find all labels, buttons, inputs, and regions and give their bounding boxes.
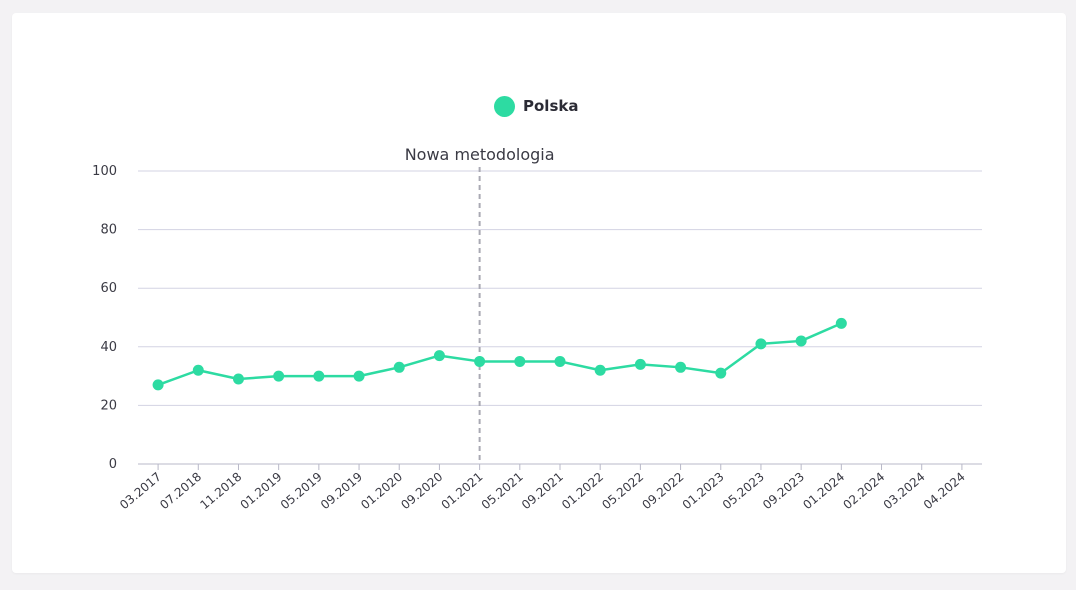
x-tick-label: 02.2024 [840, 470, 887, 513]
data-point[interactable] [273, 370, 285, 382]
x-tick-label: 09.2023 [760, 470, 807, 513]
data-point[interactable] [715, 367, 727, 379]
legend-item-polska[interactable]: Polska [494, 95, 578, 117]
x-tick-label: 11.2018 [197, 470, 244, 513]
y-tick-label: 60 [100, 281, 117, 296]
data-point[interactable] [755, 338, 767, 350]
data-point[interactable] [675, 361, 687, 373]
x-tick-label: 01.2022 [559, 470, 606, 513]
data-point[interactable] [152, 379, 164, 391]
y-tick-label: 100 [92, 164, 117, 179]
x-tick-label: 09.2022 [639, 470, 686, 513]
data-point[interactable] [433, 350, 445, 362]
data-point[interactable] [393, 361, 405, 373]
x-tick-label: 05.2023 [720, 470, 767, 513]
x-tick-label: 07.2018 [157, 470, 204, 513]
x-tick-label: 01.2019 [238, 470, 285, 513]
chart-card [12, 13, 1066, 573]
legend-marker [494, 95, 515, 117]
data-point[interactable] [634, 358, 646, 370]
y-tick-label: 0 [109, 457, 117, 472]
data-point[interactable] [514, 355, 526, 367]
y-tick-label: 80 [100, 223, 117, 238]
data-point[interactable] [554, 355, 566, 367]
x-tick-label: 03.2017 [117, 470, 164, 513]
x-tick-label: 04.2024 [921, 470, 968, 513]
data-point[interactable] [795, 335, 807, 347]
y-tick-label: 40 [100, 340, 117, 355]
x-tick-label: 03.2024 [881, 470, 928, 513]
data-point[interactable] [594, 364, 606, 376]
series-line [157, 322, 842, 387]
data-point[interactable] [835, 317, 847, 329]
data-point[interactable] [192, 364, 204, 376]
y-tick-label: 20 [100, 398, 117, 413]
x-tick-label: 05.2019 [278, 470, 325, 513]
legend-label: Polska [523, 97, 579, 115]
x-tick-label: 09.2021 [519, 470, 566, 513]
x-tick-label: 01.2021 [439, 470, 486, 513]
x-tick-label: 09.2019 [318, 470, 365, 513]
x-tick-label: 01.2024 [800, 470, 847, 513]
x-tick-label: 01.2020 [358, 470, 405, 513]
x-tick-label: 09.2020 [398, 470, 445, 513]
data-point[interactable] [232, 373, 244, 385]
x-tick-label: 05.2021 [479, 470, 526, 513]
x-tick-label: 01.2023 [680, 470, 727, 513]
data-point[interactable] [353, 370, 365, 382]
x-tick-label: 05.2022 [599, 470, 646, 513]
annotation-label: Nowa metodologia [405, 145, 555, 164]
data-point[interactable] [474, 355, 486, 367]
data-point[interactable] [313, 370, 325, 382]
